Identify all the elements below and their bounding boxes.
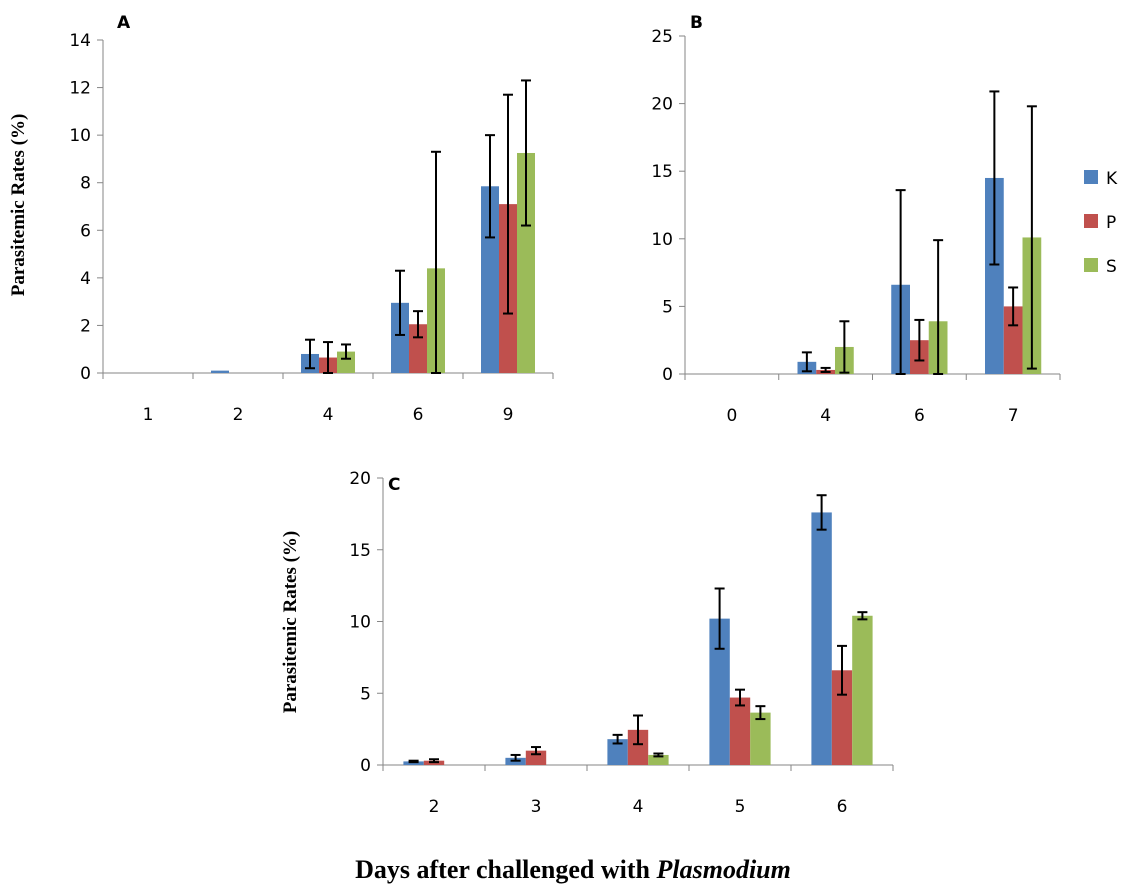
legend-label-k: K <box>1106 169 1118 189</box>
x-tick-label: 2 <box>429 797 440 817</box>
error-bar <box>503 93 513 315</box>
error-bar <box>429 758 439 764</box>
legend: K P S <box>1084 169 1118 277</box>
error-bar <box>341 343 351 360</box>
error-bar <box>839 320 850 374</box>
bar-p <box>831 670 853 765</box>
bar-s <box>517 152 535 373</box>
y-axis-title: Parasitemic Rates (%) <box>280 531 301 714</box>
panel-b: 0 5 10 15 20 25 0 4 6 7 B <box>651 13 1061 426</box>
y-tick-label: 10 <box>651 230 673 250</box>
bar-s <box>337 351 355 373</box>
x-tick-label: 3 <box>531 797 542 817</box>
error-bar <box>857 611 868 621</box>
error-bar <box>305 338 315 370</box>
error-bar <box>408 759 419 764</box>
panel-label: B <box>690 13 703 33</box>
bar-s <box>852 615 873 765</box>
bar-k <box>403 761 424 765</box>
x-tick-label: 4 <box>633 797 644 817</box>
x-tick-label: 5 <box>735 797 746 817</box>
error-bar <box>895 189 906 375</box>
bar-p <box>729 697 751 765</box>
error-bar <box>395 269 405 336</box>
error-bar <box>837 644 847 696</box>
y-tick-label: 10 <box>69 126 91 146</box>
bar-k <box>709 618 730 765</box>
error-bar <box>485 134 495 239</box>
bar-s <box>648 754 669 765</box>
bar-k <box>481 186 499 373</box>
y-tick-label: 5 <box>662 297 673 317</box>
y-tick-label: 6 <box>80 221 91 241</box>
error-bar <box>323 341 333 374</box>
error-bar <box>820 366 831 373</box>
y-tick-label: 4 <box>80 269 91 289</box>
x-tick-label: 2 <box>233 405 244 425</box>
y-tick-label: 15 <box>349 541 371 561</box>
legend-swatch-s <box>1084 258 1098 272</box>
panel-c: 0 5 10 15 20 2 3 4 5 6 C Parasitemic Rates (%) <box>280 469 894 817</box>
x-tick-label: 4 <box>323 405 334 425</box>
y-tick-label: 20 <box>349 469 371 489</box>
y-tick-label: 14 <box>69 31 91 51</box>
error-bar <box>801 351 812 373</box>
y-tick-label: 0 <box>360 756 371 776</box>
legend-label-s: S <box>1106 257 1117 277</box>
error-bar <box>816 494 827 531</box>
y-tick-label: 15 <box>651 162 673 182</box>
error-bar <box>612 733 623 745</box>
panel-label: C <box>388 475 400 495</box>
error-bar <box>521 79 531 227</box>
y-tick-label: 0 <box>80 364 91 384</box>
error-bar <box>653 752 664 758</box>
y-tick-label: 5 <box>360 684 371 704</box>
y-tick-label: 8 <box>80 174 91 194</box>
error-bar <box>633 714 643 746</box>
y-tick-label: 25 <box>651 27 673 47</box>
bar-s <box>750 712 771 765</box>
error-bar <box>510 753 521 762</box>
error-bar <box>413 310 423 339</box>
error-bar <box>431 150 441 374</box>
y-tick-label: 20 <box>651 95 673 115</box>
error-bar <box>531 746 541 756</box>
bar-p <box>1003 306 1023 374</box>
error-bar <box>714 587 725 650</box>
error-bar <box>755 705 766 721</box>
x-tick-label: 1 <box>143 405 154 425</box>
x-tick-label: 6 <box>837 797 848 817</box>
x-tick-label: 9 <box>503 405 514 425</box>
bar-k <box>811 512 832 765</box>
y-tick-label: 10 <box>349 613 371 633</box>
x-axis-caption: Days after challenged with Plasmodium <box>355 855 791 884</box>
legend-swatch-p <box>1084 214 1098 228</box>
y-tick-label: 2 <box>80 316 91 336</box>
x-tick-label: 4 <box>820 406 831 426</box>
bar-p <box>525 750 547 765</box>
y-tick-label: 0 <box>662 365 673 385</box>
x-tick-label: 0 <box>726 406 737 426</box>
x-tick-label: 7 <box>1008 406 1019 426</box>
x-tick-label: 6 <box>914 406 925 426</box>
error-bar <box>914 318 925 362</box>
legend-swatch-k <box>1084 170 1098 184</box>
y-axis-title: Parasitemic Rates (%) <box>8 114 29 297</box>
error-bar <box>1008 286 1019 327</box>
error-bar <box>735 688 745 707</box>
error-bar <box>933 239 944 375</box>
x-tick-label: 6 <box>413 405 424 425</box>
panel-label: A <box>117 13 131 33</box>
y-tick-label: 12 <box>69 79 91 99</box>
bar-p <box>627 729 649 765</box>
bar-k <box>211 370 229 373</box>
error-bar <box>989 90 1000 266</box>
bar-k <box>985 177 1004 374</box>
error-bar <box>1026 105 1037 370</box>
legend-label-p: P <box>1106 213 1116 233</box>
bar-k <box>607 739 628 765</box>
bar-k <box>391 302 409 373</box>
